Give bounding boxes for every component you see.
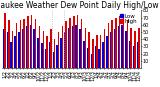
- Bar: [62, 26, 63, 68]
- Bar: [115, 18, 117, 68]
- Bar: [56, 45, 58, 68]
- Bar: [127, 21, 128, 68]
- Bar: [133, 46, 134, 68]
- Bar: [41, 43, 43, 68]
- Bar: [102, 42, 104, 68]
- Bar: [64, 32, 65, 68]
- Bar: [123, 15, 124, 68]
- Bar: [54, 39, 56, 68]
- Bar: [121, 25, 123, 68]
- Bar: [46, 36, 48, 68]
- Bar: [37, 38, 39, 68]
- Bar: [10, 42, 12, 68]
- Bar: [60, 38, 62, 68]
- Bar: [85, 28, 86, 68]
- Bar: [23, 19, 25, 68]
- Bar: [91, 54, 92, 68]
- Bar: [31, 15, 32, 68]
- Legend: Low, High: Low, High: [120, 13, 138, 25]
- Bar: [58, 32, 59, 68]
- Bar: [35, 19, 36, 68]
- Bar: [134, 31, 136, 68]
- Bar: [81, 19, 82, 68]
- Bar: [49, 42, 50, 68]
- Bar: [106, 36, 108, 68]
- Bar: [39, 26, 40, 68]
- Bar: [83, 41, 85, 68]
- Bar: [69, 18, 71, 68]
- Bar: [72, 26, 73, 68]
- Bar: [3, 29, 4, 68]
- Bar: [14, 36, 16, 68]
- Bar: [138, 28, 140, 68]
- Bar: [4, 13, 6, 68]
- Bar: [137, 42, 138, 68]
- Bar: [68, 28, 69, 68]
- Bar: [129, 41, 130, 68]
- Bar: [52, 52, 54, 68]
- Bar: [26, 26, 27, 68]
- Bar: [30, 25, 31, 68]
- Bar: [50, 29, 52, 68]
- Bar: [110, 32, 111, 68]
- Bar: [88, 32, 90, 68]
- Bar: [20, 21, 21, 68]
- Bar: [12, 31, 13, 68]
- Bar: [111, 21, 113, 68]
- Bar: [95, 46, 96, 68]
- Bar: [125, 31, 127, 68]
- Title: Milwaukee Weather Dew Point Daily High/Low: Milwaukee Weather Dew Point Daily High/L…: [0, 1, 159, 10]
- Bar: [77, 15, 78, 68]
- Bar: [18, 32, 20, 68]
- Bar: [119, 16, 120, 68]
- Bar: [7, 32, 8, 68]
- Bar: [100, 35, 101, 68]
- Bar: [96, 35, 97, 68]
- Bar: [87, 48, 88, 68]
- Bar: [92, 39, 94, 68]
- Bar: [130, 28, 132, 68]
- Bar: [98, 49, 100, 68]
- Bar: [33, 29, 35, 68]
- Bar: [8, 21, 10, 68]
- Bar: [73, 16, 75, 68]
- Bar: [79, 29, 81, 68]
- Bar: [104, 29, 105, 68]
- Bar: [114, 29, 115, 68]
- Bar: [45, 49, 46, 68]
- Bar: [16, 23, 17, 68]
- Bar: [43, 31, 44, 68]
- Bar: [22, 29, 23, 68]
- Bar: [118, 26, 119, 68]
- Bar: [27, 16, 29, 68]
- Bar: [65, 21, 67, 68]
- Bar: [76, 25, 77, 68]
- Bar: [108, 23, 109, 68]
